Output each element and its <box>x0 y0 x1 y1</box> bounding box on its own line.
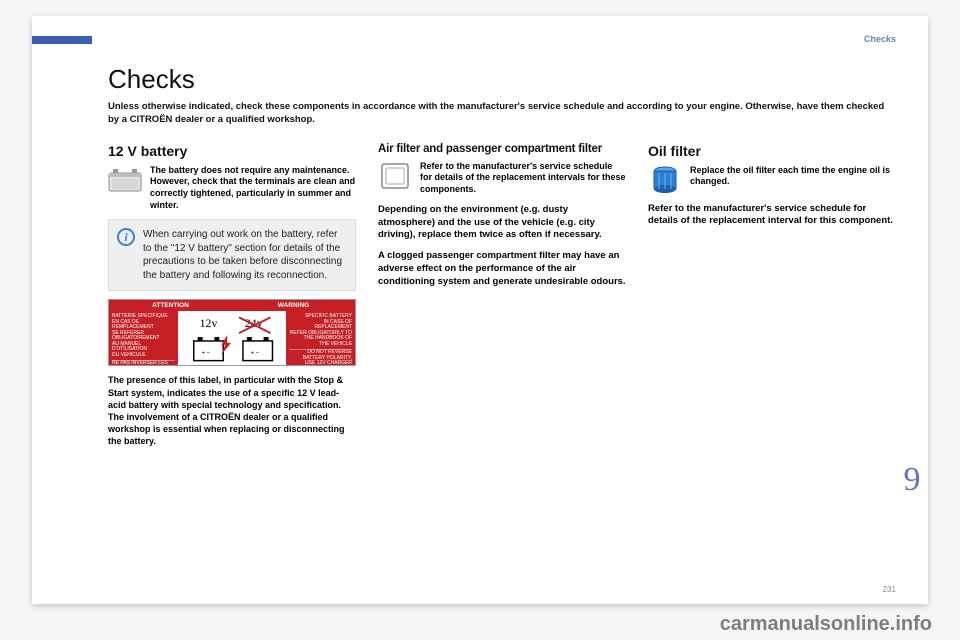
page-number: 231 <box>883 585 896 594</box>
columns: 12 V battery The battery does not requir… <box>108 143 896 448</box>
air-filter-icon-text: Refer to the manufacturer's service sche… <box>420 161 626 196</box>
info-icon: i <box>117 228 135 246</box>
svg-text:+ −: + − <box>251 351 260 357</box>
label-right-upper: SPECIFIC BATTERY IN CASE OF REPLACEMENT … <box>289 314 352 350</box>
oil-filter-icon <box>648 165 682 195</box>
oil-filter-intro-row: Replace the oil filter each time the eng… <box>648 165 896 195</box>
air-filter-icon <box>378 161 412 191</box>
battery-icon-text: The battery does not require any mainten… <box>150 165 356 212</box>
breadcrumb: Checks <box>864 34 896 44</box>
label-attention: ATTENTION <box>109 300 232 311</box>
column-battery: 12 V battery The battery does not requir… <box>108 143 356 448</box>
page-title: Checks <box>108 64 896 95</box>
column-air-filter: Air filter and passenger compartment fil… <box>378 143 626 448</box>
battery-warning-label: ATTENTION WARNING BATTERIE SPECIFIQUE EN… <box>108 299 356 366</box>
air-filter-heading: Air filter and passenger compartment fil… <box>378 143 626 155</box>
watermark: carmanualsonline.info <box>720 613 932 636</box>
intro-paragraph: Unless otherwise indicated, check these … <box>108 101 896 127</box>
column-oil-filter: Oil filter Replace the oil filter each t… <box>648 143 896 448</box>
label-left-upper: BATTERIE SPECIFIQUE EN CAS DE REMPLACEME… <box>112 314 175 361</box>
svg-text:12v: 12v <box>200 317 218 331</box>
svg-text:+ −: + − <box>201 351 210 357</box>
oil-filter-heading: Oil filter <box>648 143 896 159</box>
label-right-panel: SPECIFIC BATTERY IN CASE OF REPLACEMENT … <box>286 311 355 365</box>
label-left-panel: BATTERIE SPECIFIQUE EN CAS DE REMPLACEME… <box>109 311 178 365</box>
battery-icon <box>108 165 142 195</box>
air-filter-p1: Depending on the environment (e.g. dusty… <box>378 204 626 242</box>
manual-page: Checks Checks Unless otherwise indicated… <box>32 16 928 604</box>
section-tab: 9 <box>896 452 928 508</box>
air-filter-p2: A clogged passenger compartment filter m… <box>378 250 626 288</box>
oil-filter-p1: Refer to the manufacturer's service sche… <box>648 203 896 229</box>
battery-bottom-paragraph: The presence of this label, in particula… <box>108 374 356 447</box>
battery-heading: 12 V battery <box>108 143 356 159</box>
left-edge-bar <box>32 36 92 44</box>
label-center-diagram: + − + − 12v 24v <box>178 311 286 365</box>
battery-info-text: When carrying out work on the battery, r… <box>143 228 347 282</box>
label-warning: WARNING <box>232 300 355 311</box>
oil-filter-icon-text: Replace the oil filter each time the eng… <box>690 165 896 188</box>
air-filter-intro-row: Refer to the manufacturer's service sche… <box>378 161 626 196</box>
label-right-lower: DO NOT REVERSE BATTERY POLARITY, USE 12V… <box>289 350 352 372</box>
page-content: Checks Unless otherwise indicated, check… <box>108 64 896 447</box>
battery-intro-row: The battery does not require any mainten… <box>108 165 356 212</box>
battery-info-box: i When carrying out work on the battery,… <box>108 219 356 291</box>
